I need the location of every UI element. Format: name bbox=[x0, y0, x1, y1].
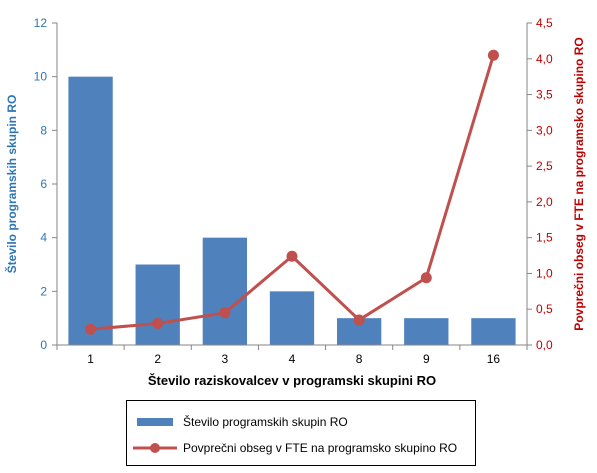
left-tick-label: 10 bbox=[34, 70, 48, 84]
right-tick-label: 0,5 bbox=[536, 302, 553, 316]
left-tick-label: 6 bbox=[40, 177, 47, 191]
x-tick-label: 2 bbox=[154, 352, 161, 366]
left-tick-label: 12 bbox=[34, 16, 48, 30]
bar bbox=[404, 318, 449, 345]
right-tick-label: 1,5 bbox=[536, 231, 553, 245]
right-tick-label: 4,5 bbox=[536, 16, 553, 30]
combo-chart: 0246810120,00,51,01,52,02,53,03,54,04,51… bbox=[4, 16, 586, 388]
line-point bbox=[353, 314, 365, 326]
legend-line-swatch bbox=[127, 438, 183, 458]
line-point bbox=[487, 49, 499, 61]
bar bbox=[269, 291, 315, 345]
legend-item-line: Povprečni obseg v FTE na programsko skup… bbox=[127, 438, 457, 458]
bar bbox=[68, 76, 113, 346]
left-tick-label: 2 bbox=[40, 284, 47, 298]
x-tick-label: 3 bbox=[222, 352, 229, 366]
bar bbox=[202, 237, 248, 345]
legend-label-bars: Število programskih skupin RO bbox=[183, 415, 348, 429]
x-tick-label: 8 bbox=[356, 352, 363, 366]
right-axis-title: Povprečni obseg v FTE na programsko skup… bbox=[572, 37, 586, 330]
right-tick-label: 3,0 bbox=[536, 123, 553, 137]
legend-label-line: Povprečni obseg v FTE na programsko skup… bbox=[183, 441, 458, 455]
x-tick-label: 4 bbox=[289, 352, 296, 366]
left-tick-label: 0 bbox=[40, 338, 47, 352]
right-tick-label: 4,0 bbox=[536, 52, 553, 66]
left-axis-title: Število programskih skupin RO bbox=[4, 95, 19, 274]
right-tick-label: 0,0 bbox=[536, 338, 553, 352]
axis-ticks: 0246810120,00,51,01,52,02,53,03,54,04,51… bbox=[34, 16, 553, 366]
x-tick-label: 9 bbox=[423, 352, 430, 366]
line-point bbox=[85, 323, 97, 335]
right-tick-label: 3,5 bbox=[536, 88, 553, 102]
line-point bbox=[286, 250, 298, 262]
left-tick-label: 4 bbox=[40, 231, 47, 245]
right-tick-label: 2,0 bbox=[536, 195, 553, 209]
bar bbox=[471, 318, 516, 345]
line-series bbox=[85, 49, 499, 335]
line-point bbox=[219, 307, 231, 319]
right-tick-label: 2,5 bbox=[536, 159, 553, 173]
legend: Število programskih skupin RO Povprečni … bbox=[126, 400, 476, 466]
bar bbox=[135, 264, 180, 345]
left-tick-label: 8 bbox=[40, 123, 47, 137]
x-tick-label: 16 bbox=[487, 352, 501, 366]
legend-item-bars: Število programskih skupin RO bbox=[127, 412, 348, 432]
right-tick-label: 1,0 bbox=[536, 266, 553, 280]
line-point bbox=[420, 272, 432, 284]
legend-bar-swatch bbox=[127, 412, 183, 432]
line-point bbox=[152, 318, 164, 330]
bar-series bbox=[68, 76, 516, 346]
x-tick-label: 1 bbox=[87, 352, 94, 366]
x-axis-title: Število raziskovalcev v programski skupi… bbox=[148, 373, 436, 388]
